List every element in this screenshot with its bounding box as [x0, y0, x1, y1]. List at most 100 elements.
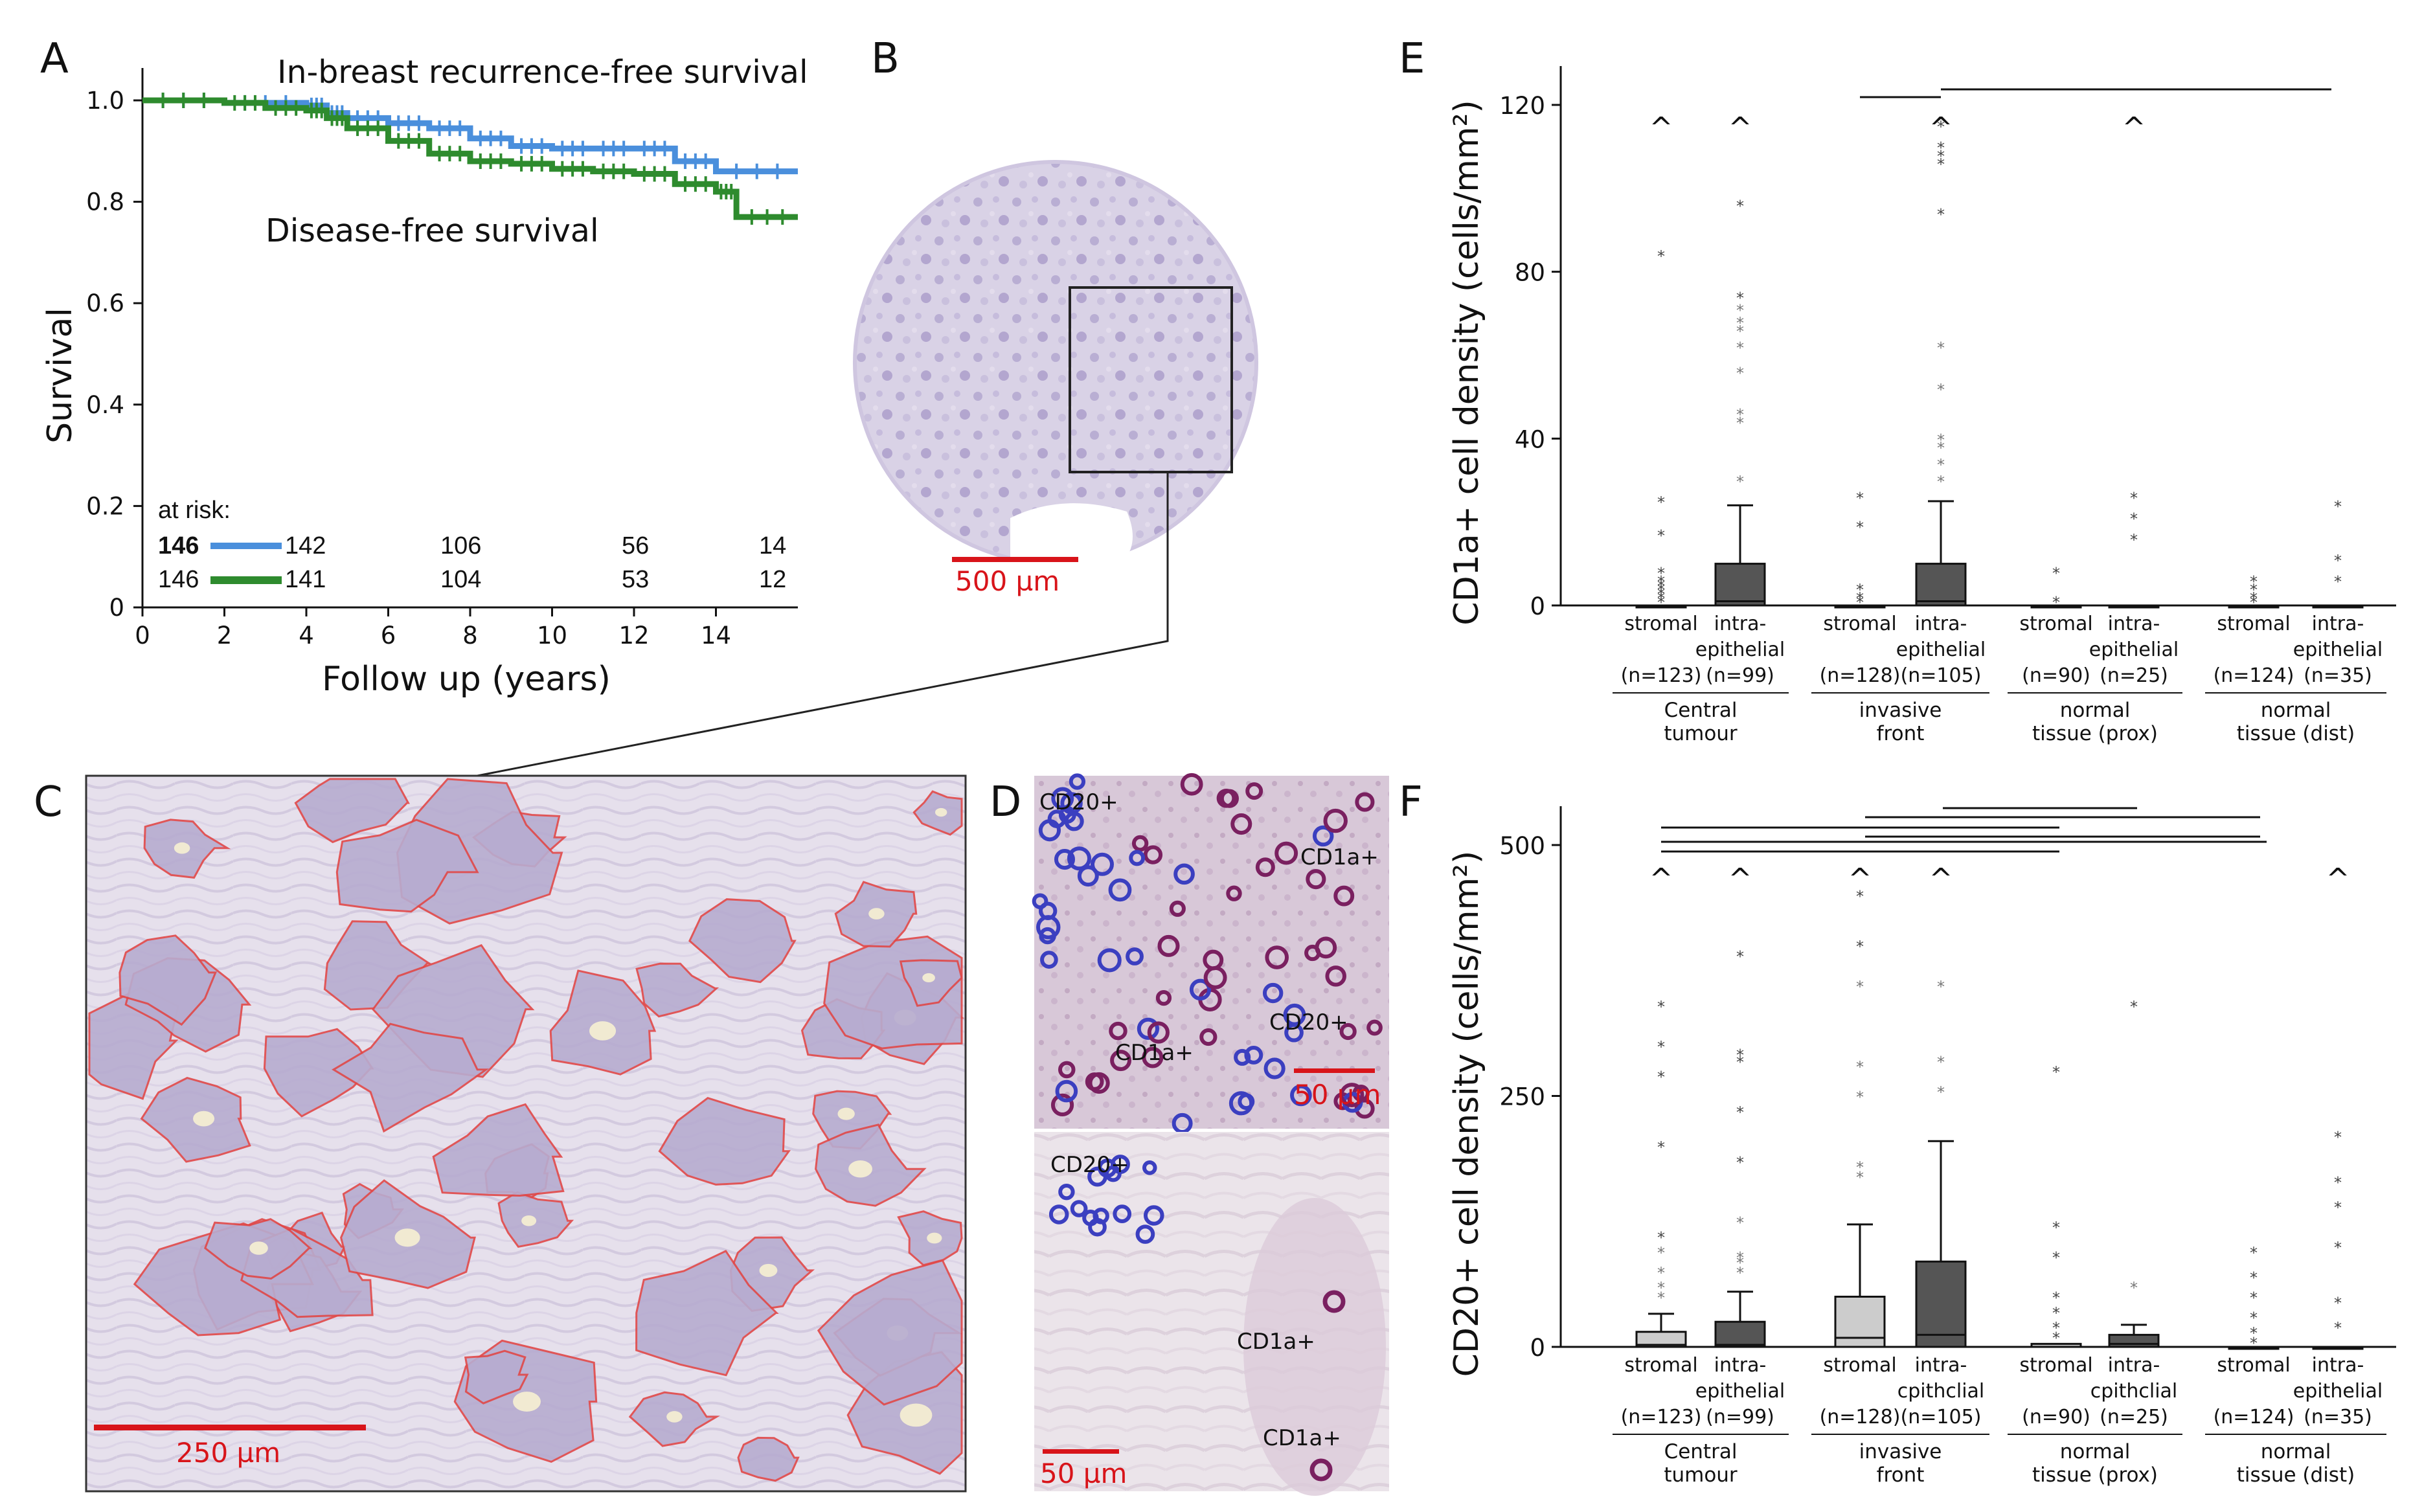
cd1a-cell	[1143, 845, 1163, 864]
category-n: (n=25)	[2100, 664, 2168, 687]
outlier-mark: *	[2334, 1199, 2342, 1217]
ihc-image-top: CD20+ CD1a+ CD1a+ CD20+ 50 µm	[1032, 773, 1389, 1134]
survival-plot: 0 0.2 0.4 0.6 0.8 1.0 0 2 4 6 8 10 12 14	[86, 68, 798, 649]
outlier-mark: *	[2250, 1334, 2258, 1352]
category-label-2: epithelial	[2293, 1380, 2383, 1403]
cd20-cell	[1263, 1057, 1285, 1079]
outlier-mark: *	[1856, 938, 1864, 956]
category-label: intra-	[1915, 613, 1967, 635]
category-label-2: epithelial	[2293, 638, 2383, 661]
outlier-mark: *	[1657, 1068, 1665, 1087]
category-label: stromal	[1823, 613, 1896, 635]
lumen	[174, 842, 190, 854]
cd20-cell	[1064, 811, 1084, 831]
panel-a-ytick-label: 0.8	[86, 188, 124, 216]
group-label-2: tissue (prox)	[2032, 1463, 2158, 1487]
cd1a-cell	[1131, 835, 1149, 852]
category-label: intra-	[2312, 1354, 2364, 1377]
outlier-mark: *	[2130, 510, 2138, 528]
group-label: Central	[1664, 699, 1738, 722]
outlier-mark: *	[1657, 589, 1665, 607]
cd20-boxplot: 0250500*********************************…	[1499, 806, 2396, 1487]
cd20-cell	[1088, 1217, 1107, 1237]
category-label: stromal	[2217, 1354, 2290, 1377]
boxplot-ytick-label: 0	[1530, 592, 1545, 620]
outlier-mark: *	[1736, 948, 1744, 966]
label-cd1a-top-1: CD1a+	[1300, 844, 1379, 870]
cd20-cell	[1077, 865, 1099, 887]
outlier-mark: *	[1657, 577, 1665, 595]
outlier-mark: *	[1937, 147, 1945, 165]
tumour-outline	[263, 1028, 374, 1118]
group-label: Central	[1664, 1440, 1738, 1463]
outlier-mark: *	[1736, 1249, 1744, 1267]
outlier-mark: *	[1736, 1213, 1744, 1232]
category-label: stromal	[2019, 1354, 2092, 1377]
caret-marker: ^	[1649, 111, 1673, 144]
lumen	[521, 1215, 537, 1226]
cd20-cell	[1129, 850, 1146, 866]
disease-free-curve	[142, 97, 798, 220]
lumen	[759, 1263, 778, 1277]
outlier-mark: *	[1937, 118, 1945, 136]
category-label: intra-	[2312, 613, 2364, 635]
outlier-mark: *	[2130, 531, 2138, 549]
outlier-mark: *	[1937, 439, 1945, 457]
outlier-mark: *	[1736, 473, 1744, 491]
label-cd1a-bottom-2: CD1a+	[1263, 1425, 1341, 1451]
category-n: (n=128)	[1820, 1406, 1901, 1428]
risk-green-3: 53	[622, 566, 649, 593]
panel-label-f: F	[1399, 778, 1423, 826]
group-label: invasive	[1859, 1440, 1942, 1463]
scale-label-c: 250 µm	[176, 1437, 280, 1469]
category-label-2: cpithclial	[1897, 1380, 1985, 1403]
outlier-mark: *	[1856, 888, 1864, 906]
category-n: (n=105)	[1901, 664, 1982, 687]
cd1a-cell	[1304, 944, 1321, 962]
cd1a-cell	[1142, 1046, 1164, 1068]
cd20-cell	[1032, 893, 1048, 910]
outlier-mark: *	[1736, 1053, 1744, 1071]
category-label-2: cpithclial	[2090, 1380, 2178, 1403]
outlier-mark: *	[1937, 1083, 1945, 1101]
category-n: (n=99)	[1706, 1406, 1774, 1428]
lumen	[589, 1021, 617, 1041]
cd1a-cell	[1085, 1072, 1104, 1091]
outlier-mark: *	[1856, 581, 1864, 599]
category-label: intra-	[1915, 1354, 1967, 1377]
outlier-mark: *	[1657, 247, 1665, 265]
scale-bar-d-top	[1294, 1068, 1375, 1073]
cd1a-cell	[1265, 945, 1289, 969]
box	[1635, 1331, 1687, 1348]
group-label-2: tissue (dist)	[2237, 1463, 2355, 1487]
cd20-cell	[1290, 1084, 1312, 1107]
outlier-mark: *	[1856, 1158, 1864, 1177]
group-label-2: front	[1877, 1463, 1925, 1487]
cd1a-cell	[1355, 792, 1375, 812]
scale-bar-c	[94, 1425, 366, 1430]
outlier-mark: *	[1657, 1244, 1665, 1262]
category-label: stromal	[1823, 1354, 1896, 1377]
label-cd1a-top-2: CD1a+	[1115, 1040, 1194, 1066]
category-label: stromal	[1624, 1354, 1697, 1377]
panel-a-ytick-label: 0.2	[86, 492, 124, 520]
cd20-cell	[1097, 948, 1122, 973]
lumen	[922, 973, 935, 983]
outlier-mark: *	[2052, 1329, 2060, 1348]
outlier-mark: *	[1657, 572, 1665, 591]
outlier-mark: *	[1736, 1153, 1744, 1171]
tumour-region-outlines	[88, 778, 964, 1482]
caret-marker: ^	[2122, 111, 2146, 144]
cd20-cell	[1137, 1017, 1160, 1040]
panel-a-xtick-label: 8	[462, 622, 478, 649]
panel-e-y-axis-label: CD1a+ cell density (cells/mm²)	[1447, 100, 1486, 625]
outlier-mark: *	[1937, 139, 1945, 157]
outlier-mark: *	[1657, 585, 1665, 604]
tumour-outline	[817, 1259, 963, 1406]
category-n: (n=99)	[1706, 664, 1774, 687]
panel-label-e: E	[1399, 35, 1425, 83]
panel-a-xtick-label: 14	[701, 622, 731, 649]
lumen	[848, 1160, 872, 1178]
category-n: (n=123)	[1621, 1406, 1702, 1428]
caret-marker: ^	[1649, 863, 1673, 896]
